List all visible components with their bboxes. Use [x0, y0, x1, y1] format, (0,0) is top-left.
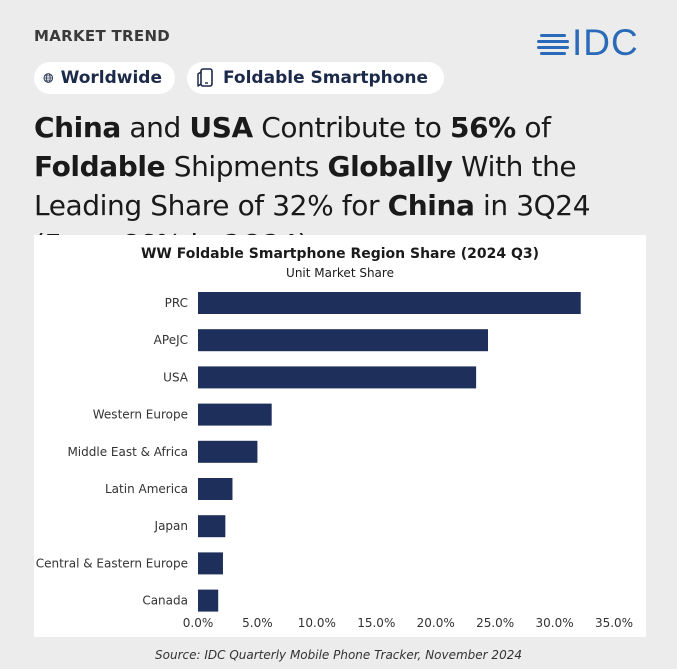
- x-tick-label: 35.0%: [595, 616, 633, 630]
- section-kicker: MARKET TREND: [34, 27, 171, 45]
- bar: [198, 589, 219, 612]
- globe-icon: [43, 73, 54, 83]
- category-label: Canada: [142, 594, 188, 608]
- headline-part: and: [120, 111, 190, 144]
- chart-title: WW Foldable Smartphone Region Share (202…: [140, 246, 540, 262]
- idc-globe-mark-icon: [537, 34, 569, 55]
- x-tick-label: 30.0%: [536, 616, 574, 630]
- category-label: APeJC: [154, 333, 188, 347]
- x-tick-label: 10.0%: [298, 616, 336, 630]
- x-tick-label: 5.0%: [242, 616, 273, 630]
- bar: [198, 329, 489, 352]
- x-tick-label: 25.0%: [476, 616, 514, 630]
- idc-logo: IDC: [536, 22, 648, 64]
- bar: [198, 478, 233, 500]
- bar: [198, 292, 581, 314]
- headline-part: China: [34, 111, 121, 144]
- x-tick-label: 20.0%: [417, 616, 455, 630]
- x-tick-label: 15.0%: [357, 616, 395, 630]
- bar: [198, 366, 477, 389]
- bar: [198, 403, 272, 426]
- bar-chart: PRC APeJC USA Western Europe Middle East & A…: [36, 292, 633, 630]
- headline-part: Contribute to: [252, 111, 451, 144]
- tag-foldable-label: Foldable Smartphone: [223, 68, 429, 88]
- foldable-phone-icon: [197, 68, 213, 87]
- category-label: Latin America: [105, 482, 188, 496]
- source-note: Source: IDC Quarterly Mobile Phone Track…: [155, 648, 522, 662]
- bar: [198, 515, 226, 538]
- category-label: USA: [163, 370, 189, 384]
- category-label: Central & Eastern Europe: [36, 556, 188, 570]
- chart-subtitle: Unit Market Share: [286, 266, 394, 280]
- chart-panel: WW Foldable Smartphone Region Share (202…: [34, 235, 646, 637]
- headline-part: USA: [189, 111, 253, 144]
- headline-part: Foldable: [34, 150, 166, 183]
- headline-part: 56%: [450, 111, 516, 144]
- category-label: Western Europe: [93, 408, 188, 422]
- tag-foldable-smartphone: Foldable Smartphone: [187, 62, 444, 94]
- bar: [198, 440, 258, 463]
- headline-part: Shipments: [165, 150, 328, 183]
- tag-worldwide-label: Worldwide: [60, 68, 162, 88]
- category-label: PRC: [165, 296, 188, 310]
- headline: China and USA Contribute to 56% of Folda…: [34, 108, 654, 264]
- tag-worldwide: Worldwide: [34, 62, 175, 94]
- x-tick-label: 0.0%: [183, 616, 214, 630]
- category-label: Japan: [154, 519, 188, 533]
- bar: [198, 552, 223, 575]
- idc-logo-text: IDC: [572, 22, 639, 63]
- category-label: Middle East & Africa: [67, 445, 188, 459]
- headline-part: With the Leading Share of 32% for: [34, 150, 577, 222]
- headline-part: Globally: [327, 150, 453, 183]
- headline-part: of: [515, 111, 551, 144]
- headline-part: China: [387, 189, 475, 222]
